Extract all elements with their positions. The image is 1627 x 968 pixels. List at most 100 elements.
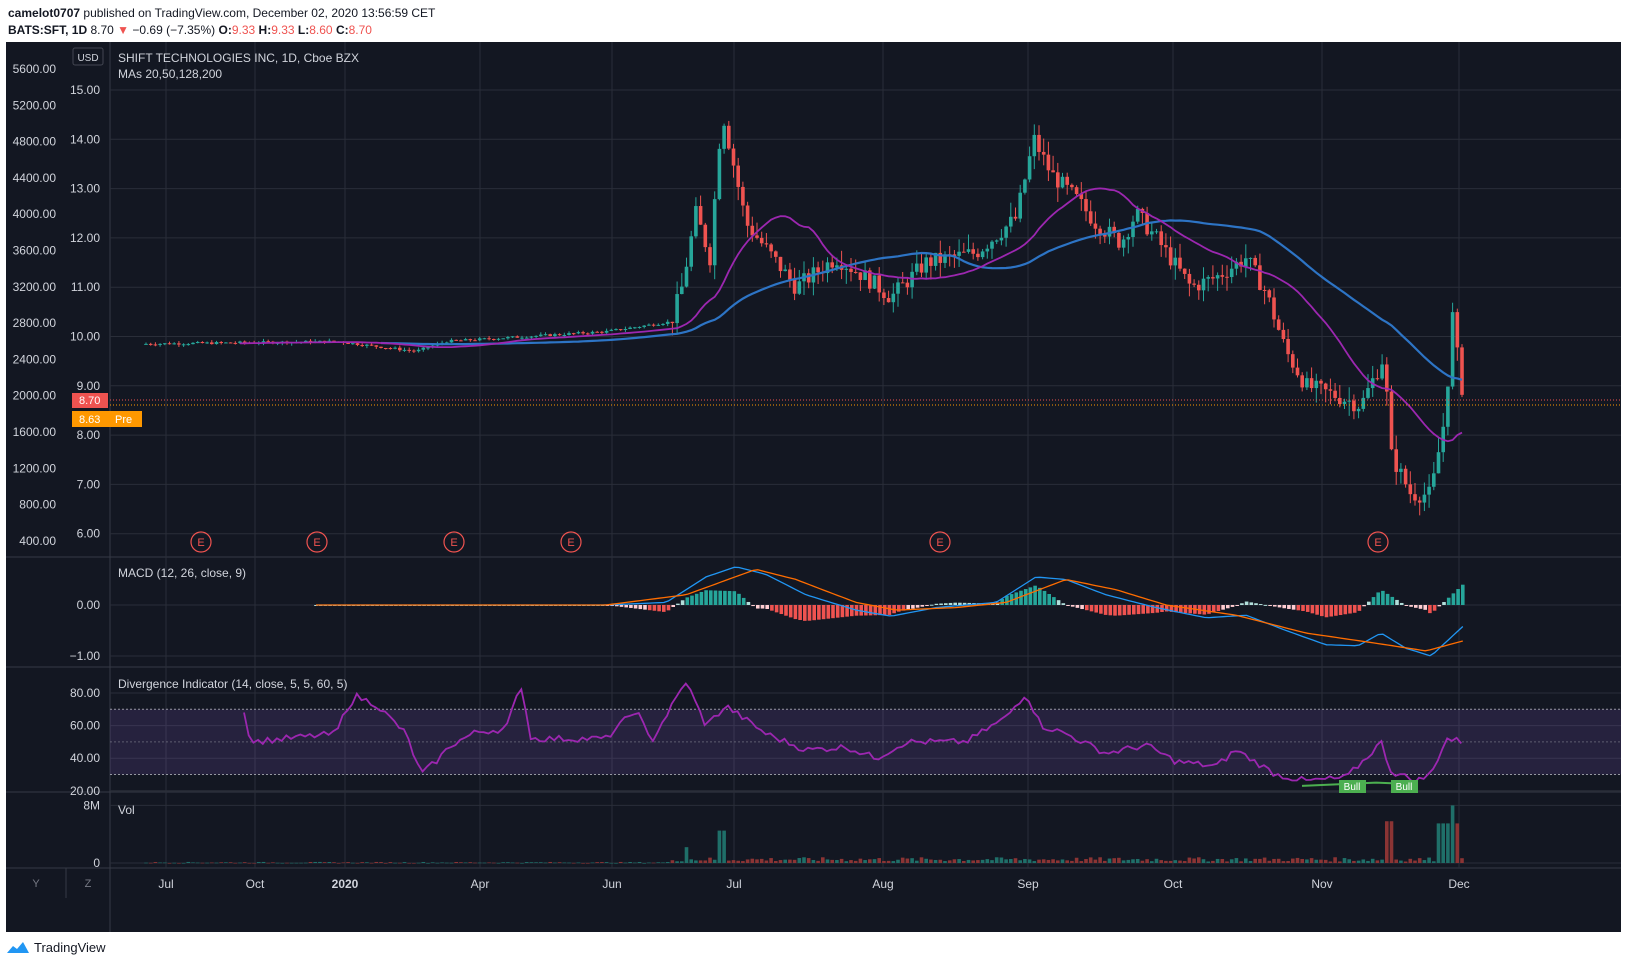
- price-scale-right[interactable]: 15.00 14.00 13.00 12.00 11.00 10.00 9.00 8.00 7.…: [70, 83, 100, 541]
- macd-histogram-bar: [1169, 605, 1174, 612]
- macd-histogram-bar: [638, 605, 643, 610]
- currency-button-bg[interactable]: [72, 47, 104, 66]
- z-axis-button[interactable]: Z: [85, 878, 92, 890]
- volume-bar: [1319, 859, 1323, 863]
- macd-histogram-bar: [619, 605, 624, 607]
- y-axis-button-bg[interactable]: [6, 870, 66, 930]
- macd-histogram-bar: [1437, 605, 1442, 607]
- volume-bar: [651, 862, 656, 864]
- macd-histogram-bar: [779, 605, 784, 615]
- last-price-badge: 8.70: [72, 393, 108, 408]
- candle-body: [1051, 170, 1055, 173]
- volume-bar: [224, 862, 228, 863]
- macd-histogram-bar: [812, 605, 816, 621]
- candle-body: [774, 251, 778, 257]
- candle-body: [1342, 401, 1347, 405]
- macd-histogram-bar: [798, 605, 802, 621]
- candle-body: [741, 186, 745, 206]
- volume-bar: [1103, 860, 1107, 863]
- price-tick-label: 15.00: [70, 83, 100, 97]
- price-scale-left[interactable]: 5600.00 5200.00 4800.00 4400.00 4000.00 3600.…: [13, 62, 101, 870]
- earnings-marker-icon[interactable]: [1367, 531, 1389, 553]
- volume-bar: [689, 859, 693, 863]
- candle-body: [412, 350, 416, 352]
- earnings-marker-label: E: [567, 537, 574, 549]
- y-axis-button[interactable]: Y: [6, 870, 66, 930]
- earnings-marker-icon[interactable]: [306, 531, 328, 553]
- price-tick-label: 12.00: [70, 231, 100, 245]
- bull-label-box: [1391, 780, 1418, 793]
- chart-frame[interactable]: E E E E E E Bull Bull 15.00 14.00 13.00 12.00 11.…: [6, 42, 1621, 932]
- macd-histogram-bar: [746, 601, 751, 605]
- tradingview-logo-icon[interactable]: [6, 941, 30, 955]
- volume-tick-label: 0: [93, 856, 100, 870]
- candle-body: [148, 343, 153, 345]
- volume-bar: [717, 830, 722, 863]
- macd-histogram-bar: [760, 605, 765, 609]
- volume-title[interactable]: Vol: [118, 803, 135, 817]
- volume-bar: [783, 859, 787, 863]
- volume-bar: [1300, 858, 1304, 863]
- macd-histogram-bar: [1305, 605, 1310, 612]
- currency-label[interactable]: USD: [77, 53, 98, 64]
- volume-bar: [318, 861, 322, 863]
- macd-title[interactable]: MACD (12, 26, close, 9): [118, 566, 246, 580]
- macd-histogram-bar: [915, 605, 920, 608]
- volume-bar: [1408, 858, 1413, 863]
- candle-body: [210, 342, 214, 345]
- volume-bar: [496, 862, 501, 864]
- candle-body: [261, 341, 266, 343]
- earnings-marker-icon[interactable]: [190, 531, 212, 553]
- macd-histogram-bar: [662, 605, 666, 612]
- macd-histogram-bar: [1287, 605, 1291, 609]
- z-axis-button-label[interactable]: Z: [85, 878, 92, 890]
- divergence-title[interactable]: Divergence Indicator (14, close, 5, 5, 6…: [118, 677, 347, 691]
- candle-body: [788, 269, 792, 280]
- candle-body: [520, 337, 524, 339]
- candle-body: [224, 342, 228, 344]
- ma-legend[interactable]: MAs 20,50,128,200: [118, 67, 222, 81]
- volume-bar: [148, 862, 153, 864]
- signal-line: [316, 569, 1463, 652]
- volume-bar: [1370, 858, 1375, 863]
- price-tick-label: 10.00: [70, 330, 100, 344]
- volume-bar: [1432, 861, 1436, 863]
- macd-histogram-bar: [1108, 605, 1113, 616]
- macd-histogram-bar: [671, 605, 675, 607]
- volume-bar: [355, 862, 360, 864]
- earnings-marker-icon[interactable]: [443, 531, 465, 553]
- candle-body: [543, 334, 548, 336]
- candle-body: [529, 336, 534, 338]
- candle-body: [1375, 378, 1380, 380]
- time-tick-label: Sep: [1017, 877, 1039, 891]
- macd-histogram-bar: [1146, 605, 1150, 614]
- volume-bar: [1385, 821, 1389, 863]
- macd-histogram-bar: [685, 597, 690, 605]
- earnings-marker-icon[interactable]: [929, 531, 951, 553]
- macd-histogram-bar: [694, 593, 699, 605]
- candle-body: [1248, 257, 1253, 259]
- y-axis-button-label[interactable]: Y: [32, 878, 40, 890]
- candle-body: [1389, 391, 1394, 450]
- candle-body: [515, 336, 520, 338]
- volume-bar: [468, 862, 473, 863]
- earnings-marker-icon[interactable]: [560, 531, 582, 553]
- volume-bar: [1262, 857, 1267, 863]
- volume-bar: [1027, 859, 1032, 863]
- currency-button[interactable]: USD: [72, 47, 104, 66]
- candle-body: [1112, 226, 1116, 233]
- volume-bar: [557, 862, 562, 863]
- macd-histogram-bar: [826, 605, 831, 619]
- time-axis[interactable]: Jul Oct 2020 Apr Jun Jul Aug Sep Oct Nov Dec: [158, 877, 1469, 891]
- volume-bar: [891, 861, 896, 863]
- brand-name[interactable]: TradingView: [34, 940, 106, 955]
- chart-canvas[interactable]: E E E E E E Bull Bull 15.00 14.00 13.00 12.00 11.…: [6, 42, 1621, 932]
- candle-body: [849, 268, 853, 272]
- volume-bar: [266, 862, 270, 864]
- candle-body: [1009, 216, 1013, 227]
- macd-histogram-bar: [647, 605, 652, 611]
- volume-bar: [1041, 859, 1046, 863]
- author-name[interactable]: camelot0707: [8, 6, 81, 20]
- macd-histogram-bar: [1390, 596, 1395, 605]
- candle-body: [214, 342, 219, 345]
